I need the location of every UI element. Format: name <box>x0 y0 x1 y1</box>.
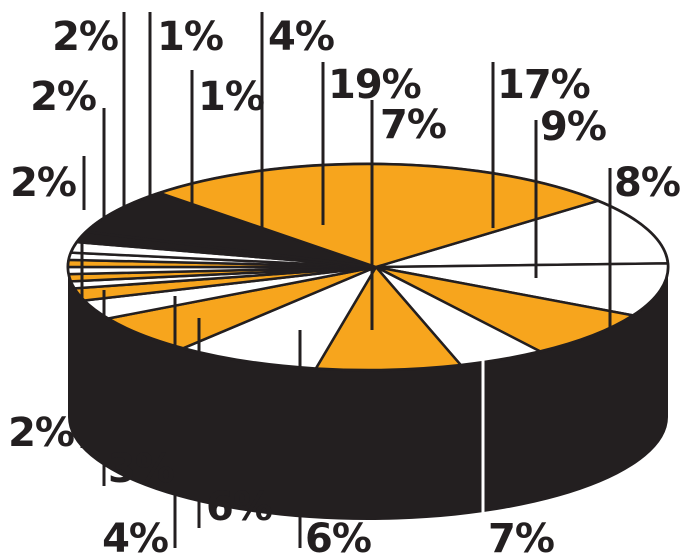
pie-slice-5 <box>314 265 462 372</box>
pie-side-wall <box>68 267 668 520</box>
pie-slice-1 <box>374 199 670 269</box>
slice-label-4: 7% <box>380 102 446 148</box>
pie-slices <box>66 162 670 372</box>
slice-label-16: 1% <box>198 74 264 120</box>
slice-label-12: 2% <box>10 160 76 206</box>
slice-label-5: 7% <box>488 516 554 560</box>
pie-labels: 17%9%8%7%7%6%6%4%3%2%2%2%2% 1%1%4%19% <box>8 14 681 560</box>
slice-label-2: 9% <box>540 104 606 150</box>
pie-slice-18 <box>158 162 600 269</box>
slice-label-11: 2% <box>8 410 74 456</box>
pie-slice-17 <box>84 191 378 269</box>
pie-slice-2 <box>374 262 670 317</box>
pie-slice-6 <box>182 265 378 370</box>
slice-label-8: 6% <box>206 484 272 530</box>
pie-leader-lines <box>80 12 612 548</box>
slice-label-14: 2% <box>52 14 118 60</box>
slice-label-9: 4% <box>102 516 168 560</box>
slice-label-17: 4% <box>268 14 334 60</box>
slice-label-1: 17% <box>497 62 590 108</box>
slice-label-18: 19% <box>328 62 421 108</box>
slice-label-3: 8% <box>614 160 680 206</box>
pie-side-layer <box>68 267 668 520</box>
slice-label-13: 2% <box>30 74 96 120</box>
pie-slice-3 <box>374 265 635 353</box>
slice-label-10: 3% <box>108 446 174 492</box>
slice-label-7: 6% <box>305 516 371 560</box>
slice-label-15: 1% <box>157 14 223 60</box>
